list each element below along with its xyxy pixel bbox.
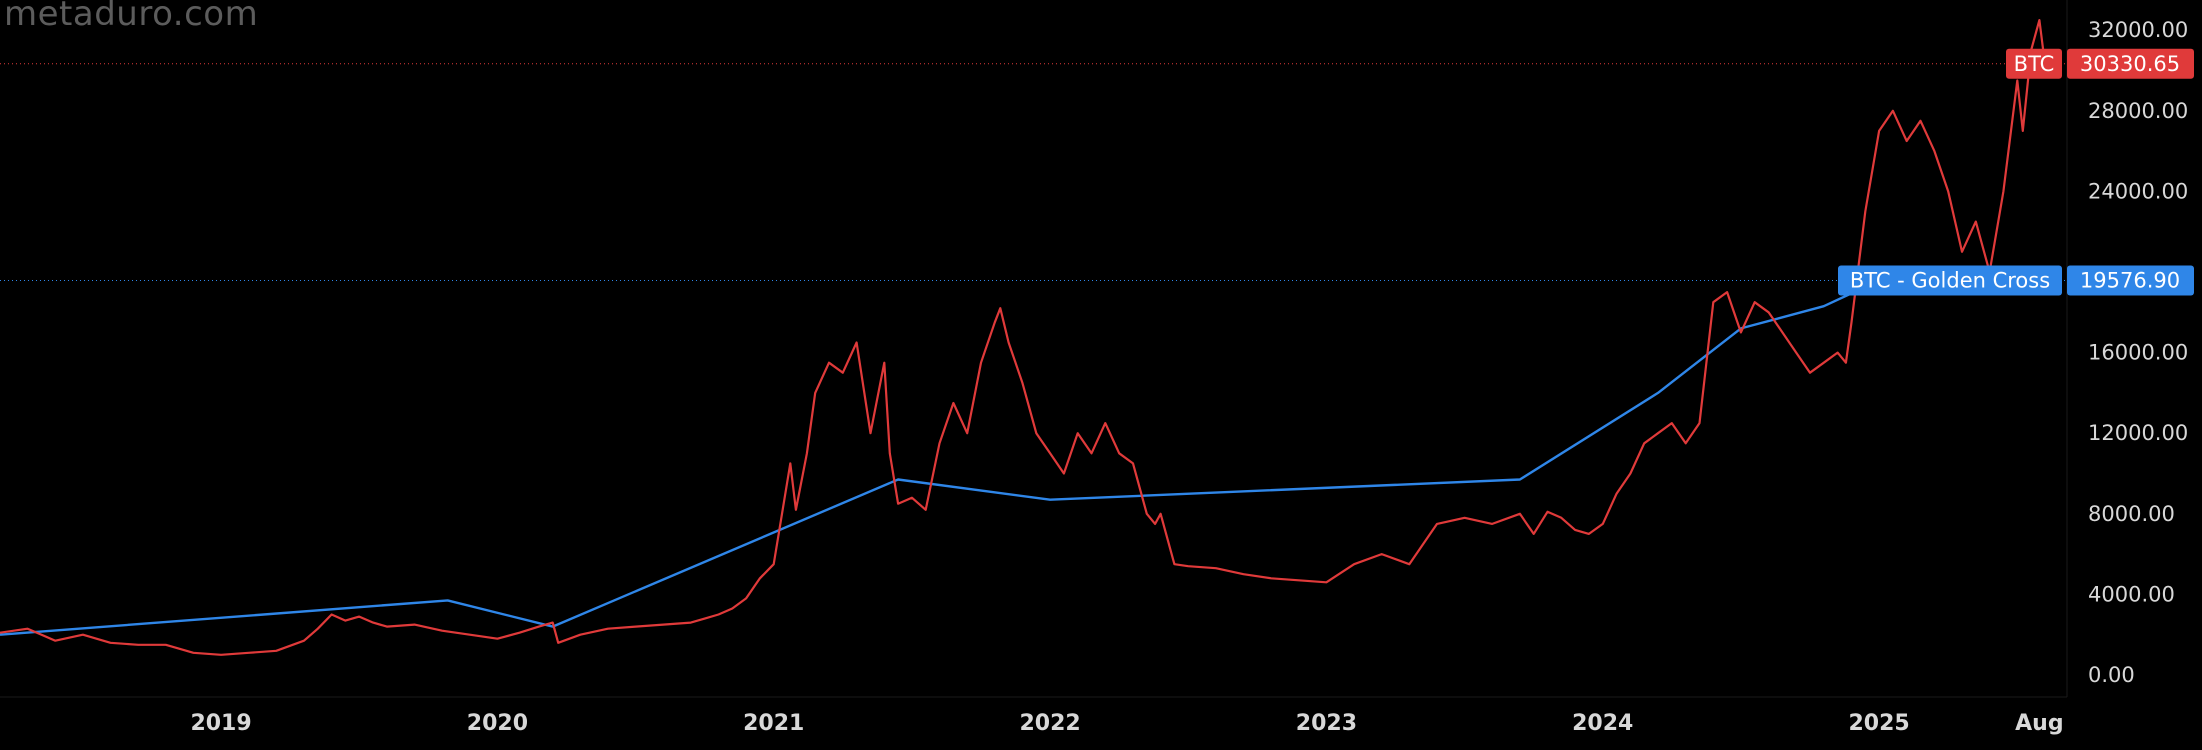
price-tags: BTC 30330.65 BTC - Golden Cross 19576.90 bbox=[1838, 48, 2194, 296]
golden-cross-line[interactable] bbox=[0, 279, 1880, 636]
series-layer bbox=[0, 19, 2046, 656]
golden-cross-value-tag-label: 19576.90 bbox=[2080, 268, 2180, 292]
x-tick-label: Aug bbox=[2015, 711, 2063, 736]
x-tick-label: 2023 bbox=[1296, 711, 1357, 736]
y-tick-label: 0.00 bbox=[2088, 663, 2135, 687]
btc-name-tag-label: BTC bbox=[2014, 52, 2055, 76]
price-axis[interactable]: 32000.00 28000.00 24000.00 16000.00 12000.00… bbox=[2088, 18, 2188, 687]
y-tick-label: 12000.00 bbox=[2088, 421, 2188, 445]
btc-price-tag bbox=[2067, 48, 2194, 79]
x-tick-label: 2019 bbox=[190, 711, 251, 736]
price-level-lines bbox=[0, 63, 2067, 281]
x-tick-label: 2020 bbox=[467, 711, 528, 736]
x-tick-label: 2022 bbox=[1019, 711, 1080, 736]
y-tick-label: 16000.00 bbox=[2088, 341, 2188, 365]
btc-price-tag-label: 30330.65 bbox=[2080, 52, 2180, 76]
btc-price-line[interactable] bbox=[0, 19, 2046, 656]
x-tick-label: 2021 bbox=[743, 711, 804, 736]
golden-cross-value-tag bbox=[2067, 265, 2194, 296]
y-tick-label: 24000.00 bbox=[2088, 179, 2188, 203]
btc-name-tag bbox=[2006, 48, 2062, 79]
golden-cross-name-tag bbox=[1838, 265, 2062, 296]
x-tick-label: 2024 bbox=[1572, 711, 1633, 736]
golden-cross-name-tag-label: BTC - Golden Cross bbox=[1850, 268, 2050, 292]
time-axis[interactable]: 2019 2020 2021 2022 2023 2024 2025 Aug bbox=[190, 711, 2063, 736]
x-tick-label: 2025 bbox=[1848, 711, 1909, 736]
y-tick-label: 28000.00 bbox=[2088, 99, 2188, 123]
watermark: metaduro.com bbox=[4, 0, 259, 34]
y-tick-label: 32000.00 bbox=[2088, 18, 2188, 42]
y-tick-label: 4000.00 bbox=[2088, 582, 2175, 606]
y-tick-label: 8000.00 bbox=[2088, 502, 2175, 526]
